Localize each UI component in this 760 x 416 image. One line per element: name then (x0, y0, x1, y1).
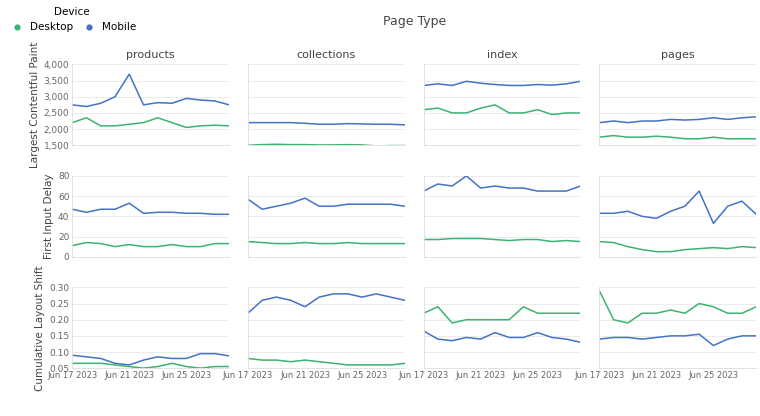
Y-axis label: Largest Contentful Paint: Largest Contentful Paint (30, 42, 40, 168)
Text: Page Type: Page Type (382, 15, 446, 27)
Y-axis label: Cumulative Layout Shift: Cumulative Layout Shift (35, 265, 45, 391)
Title: collections: collections (296, 50, 356, 59)
Title: products: products (126, 50, 175, 59)
Y-axis label: First Input Delay: First Input Delay (44, 173, 54, 259)
Title: index: index (486, 50, 518, 59)
Title: pages: pages (661, 50, 695, 59)
Legend: Desktop, Mobile: Desktop, Mobile (7, 7, 136, 32)
